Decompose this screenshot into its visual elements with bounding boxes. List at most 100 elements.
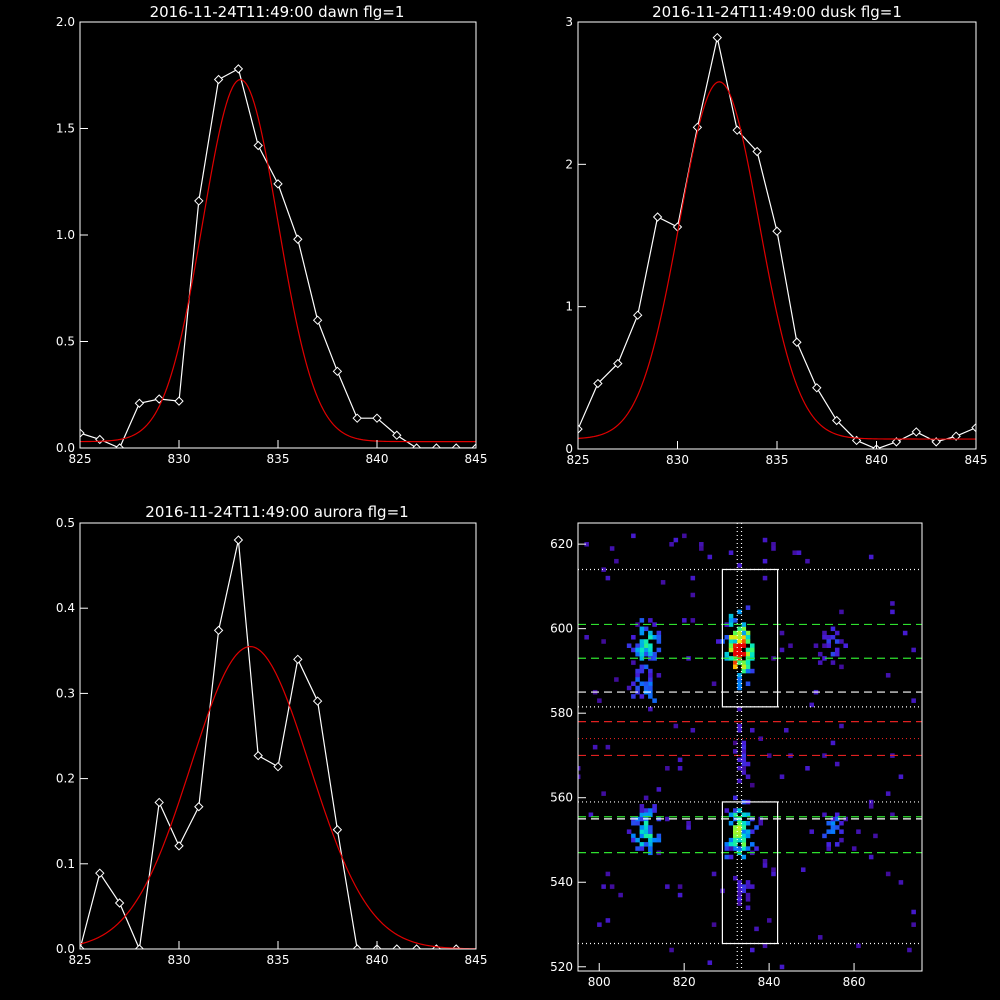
x-tick-label: 840 xyxy=(366,953,389,967)
data-point xyxy=(174,396,184,406)
heatmap-cell xyxy=(737,892,742,898)
heatmap-cell xyxy=(741,651,747,657)
heatmap-cell xyxy=(648,618,653,623)
heatmap-cell xyxy=(614,558,619,564)
heatmap-cell xyxy=(656,673,662,678)
x-tick-label: 845 xyxy=(465,452,488,466)
heatmap-cell xyxy=(737,635,742,640)
x-tick-label: 840 xyxy=(865,453,888,467)
heatmap-cell xyxy=(648,651,653,657)
heatmap-cell xyxy=(660,580,666,585)
heatmap-cell xyxy=(885,791,891,796)
data-point xyxy=(632,310,643,320)
data-point xyxy=(293,234,303,244)
data-point xyxy=(134,944,145,949)
heatmap-cell xyxy=(809,829,815,834)
heatmap-cell xyxy=(826,829,831,834)
heatmap-cell xyxy=(737,829,742,834)
y-tick-label: 0 xyxy=(565,442,573,456)
heatmap-cell xyxy=(834,647,840,653)
x-tick-label: 825 xyxy=(69,452,92,466)
heatmap-cell xyxy=(648,694,653,699)
heatmap-cell xyxy=(750,643,755,648)
y-tick-label: 0.1 xyxy=(56,857,75,871)
heatmap-cell xyxy=(656,837,662,843)
heatmap-cell xyxy=(648,846,653,851)
heatmap-cell xyxy=(737,880,742,885)
heatmap-cell xyxy=(766,753,772,758)
heatmap-cell xyxy=(639,668,645,674)
data-line xyxy=(80,539,457,949)
heatmap-cell xyxy=(652,804,657,809)
x-tick-label: 820 xyxy=(673,975,696,989)
heatmap-cell xyxy=(643,647,649,653)
heatmap-cell xyxy=(648,825,653,830)
heatmap-cell xyxy=(796,550,802,555)
heatmap-cell xyxy=(890,812,895,818)
heatmap-cell xyxy=(578,766,581,771)
heatmap-cell xyxy=(643,820,649,826)
heatmap-cell xyxy=(741,753,747,758)
x-tick-label: 840 xyxy=(366,452,389,466)
heatmap-cell xyxy=(851,846,857,851)
heatmap-cell xyxy=(724,854,730,860)
heatmap-cell xyxy=(711,681,717,687)
heatmap-cell xyxy=(652,837,657,843)
heatmap-cell xyxy=(686,820,691,826)
heatmap-cell xyxy=(699,542,704,547)
heatmap-cell xyxy=(643,825,649,830)
aurora-image-plot: 800 820 840 860 520 540 560 580 600 620 xyxy=(550,522,923,989)
heatmap-cell xyxy=(639,694,645,699)
x-tick-label: 835 xyxy=(267,953,290,967)
heatmap-cell xyxy=(648,812,653,818)
heatmap-cell xyxy=(728,846,734,851)
heatmap-cell xyxy=(754,926,759,932)
heatmap-cell xyxy=(601,567,606,572)
y-tick-label: 1 xyxy=(565,300,573,314)
heatmap-cell xyxy=(656,630,662,636)
heatmap-cell xyxy=(733,618,738,623)
heatmap-cell xyxy=(741,825,747,830)
heatmap-cell xyxy=(737,778,742,784)
heatmap-cell xyxy=(648,635,653,640)
heatmap-cell xyxy=(771,542,776,547)
heatmap-cell xyxy=(750,947,755,953)
heatmap-cell xyxy=(745,647,751,653)
heatmap-cell xyxy=(830,829,836,834)
heatmap-cell xyxy=(639,626,645,632)
heatmap-cell xyxy=(643,795,649,801)
heatmap-cell xyxy=(868,854,874,860)
heatmap-cell xyxy=(631,635,636,640)
heatmap-cell xyxy=(745,829,751,834)
heatmap-cell xyxy=(639,846,645,851)
data-point xyxy=(652,212,663,222)
data-point xyxy=(213,625,224,636)
heatmap-cell xyxy=(856,829,861,834)
heatmap-cell xyxy=(716,639,721,644)
heatmap-cell xyxy=(737,643,742,648)
heatmap-cell xyxy=(779,964,785,970)
heatmap-cell xyxy=(733,837,738,843)
heatmap-cell xyxy=(737,888,742,894)
data-point xyxy=(352,944,362,949)
heatmap-cell xyxy=(648,833,653,839)
heatmap-cell xyxy=(868,554,874,560)
heatmap-cell xyxy=(673,537,679,543)
data-point xyxy=(114,443,125,448)
heatmap-cell xyxy=(643,681,649,687)
heatmap-cell xyxy=(830,626,836,632)
heatmap-cell xyxy=(737,897,742,902)
x-tick-label: 800 xyxy=(588,975,611,989)
heatmap-cell xyxy=(737,647,742,653)
x-tick-label: 825 xyxy=(567,453,590,467)
heatmap-cell xyxy=(741,766,747,771)
heatmap-cell xyxy=(741,812,747,818)
heatmap-cell xyxy=(737,846,742,851)
y-tick-label: 0.0 xyxy=(56,441,75,455)
heatmap-cell xyxy=(648,706,653,712)
heatmap-cell xyxy=(733,808,738,813)
heatmap-cell xyxy=(601,884,606,889)
data-point xyxy=(411,443,422,448)
heatmap-cell xyxy=(639,664,645,670)
heatmap-cell xyxy=(690,727,696,733)
